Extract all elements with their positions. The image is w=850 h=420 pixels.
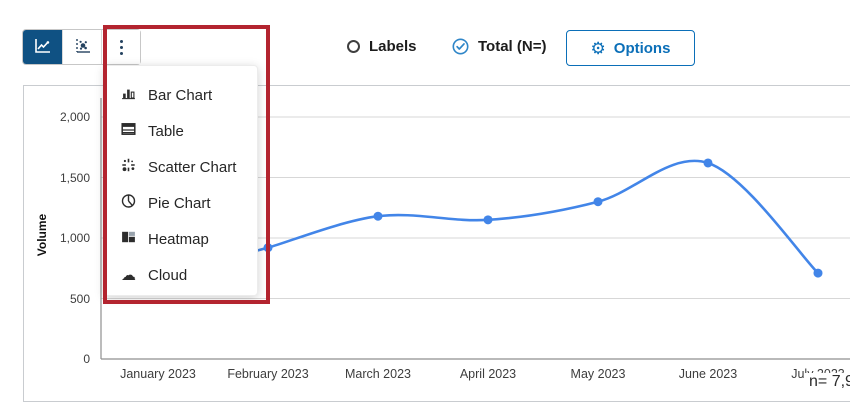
line-chart-button[interactable] bbox=[23, 30, 62, 64]
heatmap-icon bbox=[120, 229, 137, 249]
y-tick-label: 1,000 bbox=[59, 231, 90, 245]
options-button[interactable]: ⚙ Options bbox=[566, 30, 695, 66]
line-series bbox=[249, 159, 820, 275]
x-tick-label: June 2023 bbox=[678, 367, 738, 381]
menu-item-bar-chart[interactable]: Bar Chart bbox=[105, 77, 257, 113]
bar-chart-icon bbox=[120, 85, 137, 105]
line-chart-icon bbox=[32, 36, 54, 59]
table-icon bbox=[120, 121, 137, 141]
data-point[interactable] bbox=[593, 197, 603, 207]
y-tick-label: 2,000 bbox=[59, 110, 90, 124]
sample-size-label: n= 7,9 bbox=[805, 373, 850, 391]
total-n-label: Total (N=) bbox=[478, 38, 547, 55]
x-tick-label: February 2023 bbox=[227, 367, 309, 381]
menu-item-label: Bar Chart bbox=[148, 86, 213, 104]
labels-radio[interactable]: Labels bbox=[347, 38, 417, 55]
menu-item-label: Scatter Chart bbox=[148, 158, 237, 176]
y-tick-label: 1,500 bbox=[59, 170, 90, 185]
total-n-toggle[interactable]: Total (N=) bbox=[452, 38, 546, 55]
y-tick-label: 0 bbox=[83, 352, 90, 366]
scatter-chart-button[interactable] bbox=[62, 30, 101, 64]
pie-chart-icon bbox=[120, 193, 137, 213]
more-chart-types-button[interactable] bbox=[101, 30, 140, 64]
x-tick-label: March 2023 bbox=[344, 367, 411, 381]
menu-item-label: Heatmap bbox=[148, 230, 209, 248]
menu-item-scatter-chart[interactable]: Scatter Chart bbox=[105, 149, 257, 185]
menu-item-pie-chart[interactable]: Pie Chart bbox=[105, 185, 257, 221]
menu-item-label: Table bbox=[148, 122, 184, 140]
kebab-menu-icon bbox=[119, 39, 123, 55]
cloud-icon: ☁ bbox=[121, 266, 136, 284]
x-tick-label: January 2023 bbox=[120, 367, 196, 381]
scatter-chart-toolbar-icon bbox=[72, 36, 92, 59]
options-button-label: Options bbox=[613, 39, 671, 57]
menu-item-table[interactable]: Table bbox=[105, 113, 257, 149]
menu-item-label: Cloud bbox=[148, 266, 188, 284]
data-point[interactable] bbox=[483, 215, 493, 225]
data-point[interactable] bbox=[263, 243, 273, 253]
labels-radio-label: Labels bbox=[369, 38, 417, 55]
radio-unchecked-icon[interactable] bbox=[347, 40, 360, 53]
chart-type-button-group bbox=[22, 29, 141, 65]
x-tick-label: April 2023 bbox=[459, 367, 517, 381]
chart-type-menu: Bar Chart Table Scatter Chart bbox=[104, 65, 258, 296]
data-point[interactable] bbox=[373, 211, 383, 221]
menu-item-label: Pie Chart bbox=[148, 194, 211, 212]
data-point[interactable] bbox=[703, 158, 713, 168]
check-circle-icon[interactable] bbox=[452, 38, 469, 55]
gear-icon: ⚙ bbox=[590, 38, 606, 58]
menu-item-heatmap[interactable]: Heatmap bbox=[105, 221, 257, 257]
x-tick-label: May 2023 bbox=[570, 367, 626, 381]
data-point[interactable] bbox=[813, 268, 823, 278]
scatter-chart-icon bbox=[120, 157, 137, 177]
y-tick-label: 500 bbox=[69, 291, 90, 306]
menu-item-cloud[interactable]: ☁ Cloud bbox=[105, 257, 257, 293]
